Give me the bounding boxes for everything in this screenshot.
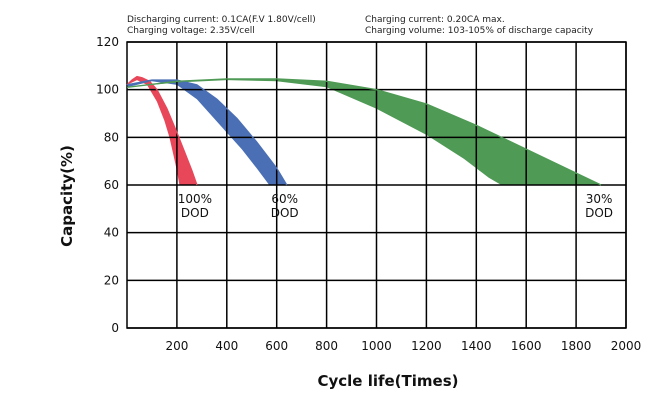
- note-charging-voltage: Charging voltage: 2.35V/cell: [127, 26, 255, 36]
- series-line-3: [126, 78, 602, 186]
- y-tick-label-6: 100: [96, 83, 119, 97]
- y-tick-label-7: 120: [96, 35, 119, 49]
- y-tick-label-5: 80: [104, 130, 119, 144]
- x-tick-label-1: 200: [165, 339, 188, 353]
- y-axis-title: Capacity(%): [58, 145, 76, 247]
- series-line-2: [126, 79, 288, 186]
- note-charging-current: Charging current: 0.20CA max.: [365, 15, 505, 25]
- x-tick-label-7: 1400: [461, 339, 492, 353]
- series-fills: [127, 76, 601, 185]
- x-tick-label-4: 800: [315, 339, 338, 353]
- x-tick-label-6: 1200: [411, 339, 442, 353]
- y-tick-label-1: 0: [111, 321, 119, 335]
- plot-frame: [126, 41, 627, 329]
- series-label-2-line-1: 60%: [271, 192, 298, 206]
- series-line-1: [126, 75, 198, 186]
- x-tick-label-10: 2000: [611, 339, 642, 353]
- grid-lines: [126, 41, 627, 329]
- series-band-3: [127, 78, 601, 185]
- y-tick-label-2: 20: [104, 273, 119, 287]
- x-tick-label-9: 1800: [561, 339, 592, 353]
- x-axis-title: Cycle life(Times): [317, 372, 458, 390]
- series-label-3-line-2: DOD: [585, 206, 613, 220]
- series-band-2: [127, 80, 287, 185]
- y-tick-label-3: 40: [104, 226, 119, 240]
- series-label-2-line-2: DOD: [271, 206, 299, 220]
- x-tick-label-2: 400: [215, 339, 238, 353]
- envelope-lines: [126, 75, 602, 186]
- series-band-1: [127, 76, 197, 185]
- series-label-3-line-1: 30%: [586, 192, 613, 206]
- series-label-1-line-2: DOD: [181, 206, 209, 220]
- tick-labels: 200 400 600 800 1000 1200 1400 1600 1800 2000 0 20 4…: [96, 35, 641, 353]
- x-tick-label-5: 1000: [361, 339, 392, 353]
- x-tick-label-8: 1600: [511, 339, 542, 353]
- x-tick-label-3: 600: [265, 339, 288, 353]
- note-discharging-current: Discharging current: 0.1CA(F.V 1.80V/cel…: [127, 15, 316, 25]
- note-charging-volume: Charging volume: 103-105% of discharge c…: [365, 26, 594, 36]
- series-label-1-line-1: 100%: [178, 192, 212, 206]
- y-tick-label-4: 60: [104, 178, 119, 192]
